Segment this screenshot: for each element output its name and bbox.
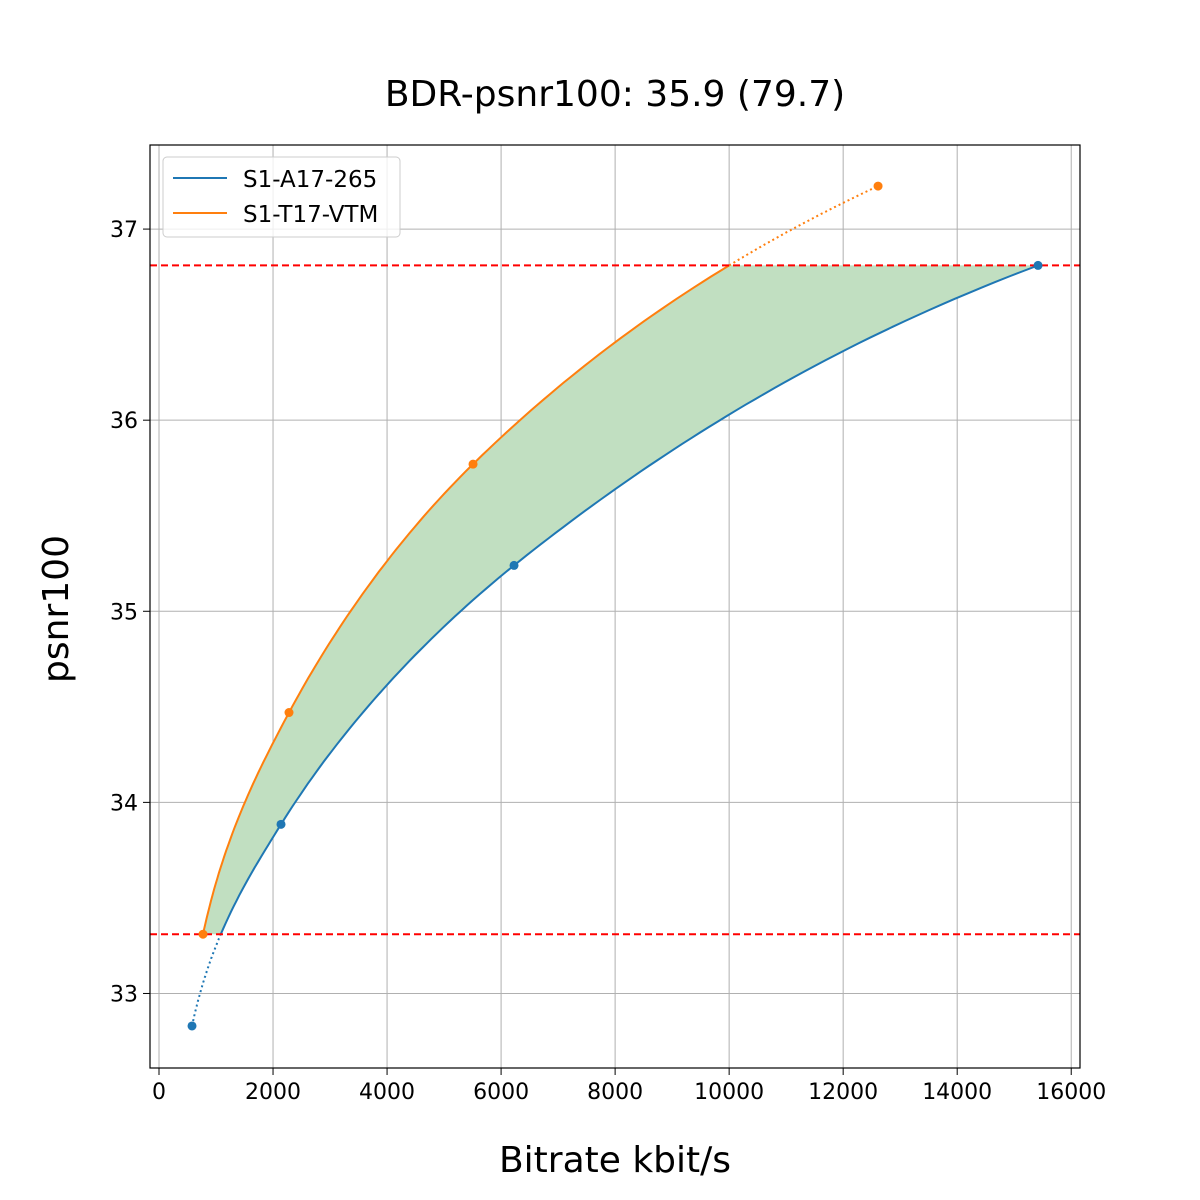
x-tick-label: 6000 bbox=[473, 1080, 529, 1105]
legend-label-0: S1-A17-265 bbox=[243, 167, 377, 193]
ticks: 0 2000 4000 6000 8000 10000 12000 14000 16000 33 3… bbox=[110, 218, 1106, 1105]
y-tick-label: 33 bbox=[110, 982, 138, 1007]
legend: S1-A17-265 S1-T17-VTM bbox=[162, 156, 401, 238]
y-tick-label: 34 bbox=[110, 791, 138, 816]
y-tick-label: 35 bbox=[110, 600, 138, 625]
y-tick-label: 36 bbox=[110, 409, 138, 434]
x-tick-label: 0 bbox=[152, 1080, 166, 1105]
x-tick-label: 8000 bbox=[587, 1080, 643, 1105]
fill-area bbox=[203, 265, 1038, 935]
legend-label-1: S1-T17-VTM bbox=[243, 202, 378, 228]
y-tick-label: 37 bbox=[110, 218, 138, 243]
data-point-0 bbox=[1033, 260, 1043, 270]
series-line-1 bbox=[202, 264, 730, 935]
x-tick-label: 14000 bbox=[922, 1080, 992, 1105]
x-tick-label: 2000 bbox=[245, 1080, 301, 1105]
series-extrapolation-1 bbox=[728, 185, 879, 267]
fill-between-area bbox=[203, 265, 1038, 935]
x-tick-label: 16000 bbox=[1036, 1080, 1106, 1105]
data-point-0 bbox=[187, 1021, 197, 1031]
data-point-1 bbox=[873, 181, 883, 191]
x-tick-label: 4000 bbox=[359, 1080, 415, 1105]
y-axis-label: psnr100 bbox=[36, 535, 77, 683]
series-extrapolation-0 bbox=[191, 933, 222, 1027]
x-axis-label: Bitrate kbit/s bbox=[499, 1140, 731, 1181]
chart-title: BDR-psnr100: 35.9 (79.7) bbox=[385, 74, 845, 115]
data-point-0 bbox=[509, 560, 519, 570]
data-point-0 bbox=[276, 819, 286, 829]
data-point-1 bbox=[198, 929, 208, 939]
x-tick-label: 12000 bbox=[808, 1080, 878, 1105]
reference-lines bbox=[150, 264, 1080, 936]
data-point-1 bbox=[468, 459, 478, 469]
data-points bbox=[187, 181, 1043, 1031]
x-tick-label: 10000 bbox=[694, 1080, 764, 1105]
data-point-1 bbox=[284, 708, 294, 718]
